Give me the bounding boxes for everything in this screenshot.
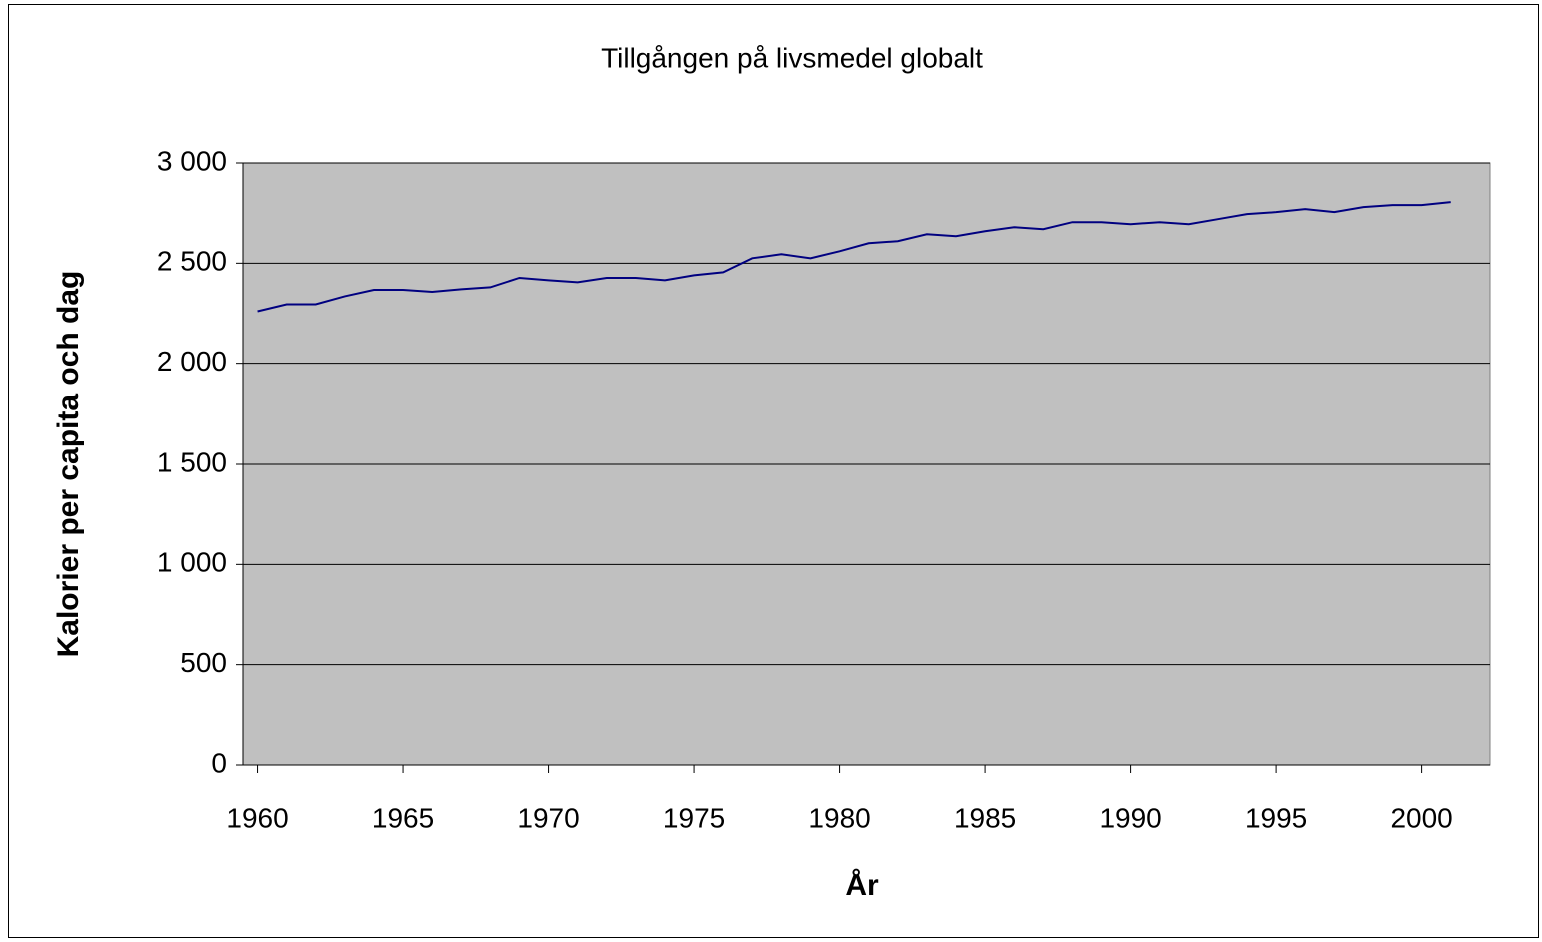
x-tick-label: 1975: [663, 802, 725, 833]
x-axis-label: År: [845, 869, 879, 902]
y-tick-label: 1 500: [157, 446, 227, 477]
y-tick-label: 2 000: [157, 346, 227, 377]
y-tick-label: 2 500: [157, 246, 227, 277]
x-tick-label: 1965: [372, 802, 434, 833]
x-tick-label: 1960: [226, 802, 288, 833]
x-tick-label: 1980: [808, 802, 870, 833]
data-line: [257, 201, 1451, 313]
x-tick-label: 1970: [517, 802, 579, 833]
y-tick-label: 3 000: [157, 145, 227, 176]
y-axis-label: Kalorier per capita och dag: [52, 271, 85, 658]
x-tick-label: 1985: [954, 802, 1016, 833]
y-tick-label: 500: [180, 647, 227, 678]
x-tick-label: 2000: [1390, 802, 1452, 833]
x-tick-label: 1995: [1245, 802, 1307, 833]
y-tick-label: 0: [211, 747, 227, 778]
y-tick-label: 1 000: [157, 547, 227, 578]
chart-title: Tillgången på livsmedel globalt: [601, 42, 983, 73]
x-tick-label: 1990: [1099, 802, 1161, 833]
